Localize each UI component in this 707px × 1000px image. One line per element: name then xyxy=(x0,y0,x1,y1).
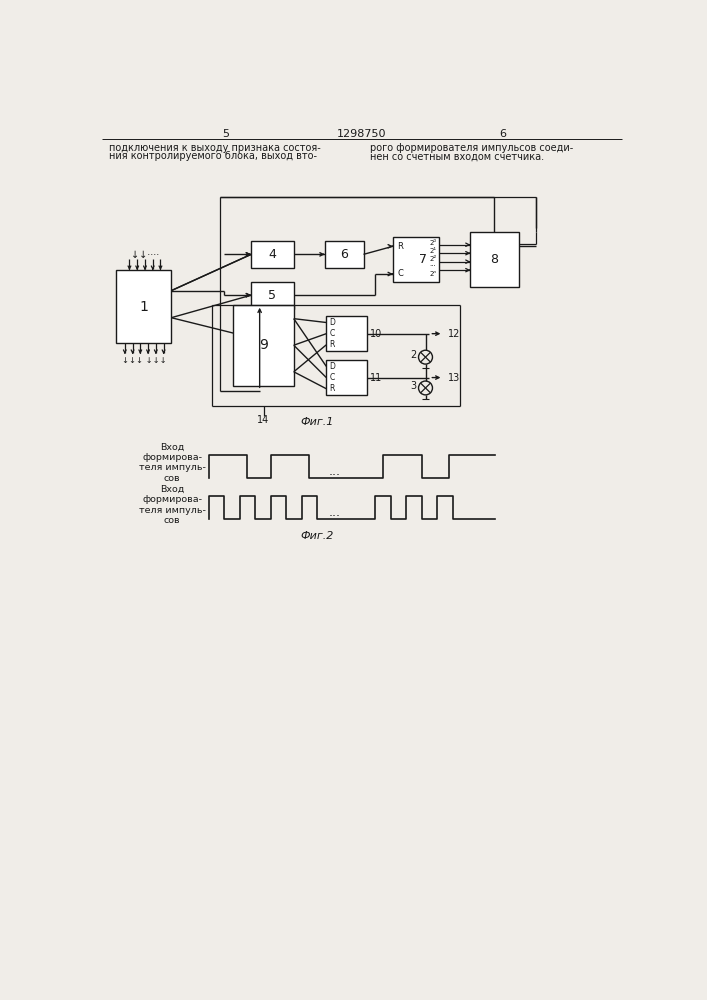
Text: 13: 13 xyxy=(448,373,460,383)
Text: 6: 6 xyxy=(340,248,348,261)
Text: 3: 3 xyxy=(410,381,416,391)
Text: 2¹: 2¹ xyxy=(429,248,436,254)
Text: Вход
формирова-
теля импуль-
сов: Вход формирова- теля импуль- сов xyxy=(139,485,206,525)
Bar xyxy=(470,232,518,287)
Text: 7: 7 xyxy=(419,253,427,266)
Text: ...: ... xyxy=(329,506,341,519)
Text: 11: 11 xyxy=(370,373,382,383)
Text: Вход
формирова-
теля импуль-
сов: Вход формирова- теля импуль- сов xyxy=(139,443,206,483)
Text: 1298750: 1298750 xyxy=(337,129,387,139)
Text: 9: 9 xyxy=(259,338,268,352)
Text: Фиг.1: Фиг.1 xyxy=(300,417,334,427)
Text: C: C xyxy=(329,373,334,382)
Text: 2⁰: 2⁰ xyxy=(429,240,436,246)
Text: ...: ... xyxy=(329,465,341,478)
Text: R: R xyxy=(329,384,335,393)
Text: нен со счетным входом счетчика.: нен со счетным входом счетчика. xyxy=(370,151,544,161)
Text: 10: 10 xyxy=(370,329,382,339)
Bar xyxy=(251,282,293,309)
Text: 5: 5 xyxy=(269,289,276,302)
Text: 2: 2 xyxy=(410,350,416,360)
Text: 8: 8 xyxy=(491,253,498,266)
Text: 14: 14 xyxy=(257,415,269,425)
Text: 1: 1 xyxy=(139,300,148,314)
Text: D: D xyxy=(329,318,335,327)
Text: 12: 12 xyxy=(448,329,460,339)
Text: ↓↓↓ ↓↓↓: ↓↓↓ ↓↓↓ xyxy=(122,356,166,365)
Bar xyxy=(251,241,293,268)
Text: R: R xyxy=(397,242,404,251)
Text: C: C xyxy=(329,329,334,338)
Text: 2²: 2² xyxy=(429,256,436,262)
Text: 6: 6 xyxy=(500,129,506,139)
Text: 2ⁿ: 2ⁿ xyxy=(429,271,436,277)
Text: ния контролируемого блока, выход вто-: ния контролируемого блока, выход вто- xyxy=(109,151,317,161)
Bar xyxy=(115,270,171,343)
Bar xyxy=(325,241,363,268)
Text: C: C xyxy=(397,269,404,278)
Bar xyxy=(233,305,293,386)
Bar xyxy=(327,360,367,395)
Text: 4: 4 xyxy=(269,248,276,261)
Text: ···: ··· xyxy=(430,263,436,269)
Bar xyxy=(393,237,440,282)
Text: D: D xyxy=(329,362,335,371)
Text: подключения к выходу признака состоя-: подключения к выходу признака состоя- xyxy=(109,143,320,153)
Bar xyxy=(327,316,367,351)
Text: ↓↓····: ↓↓···· xyxy=(131,250,159,260)
Text: Фиг.2: Фиг.2 xyxy=(300,531,334,541)
Text: 5: 5 xyxy=(222,129,229,139)
Text: рого формирователя импульсов соеди-: рого формирователя импульсов соеди- xyxy=(370,143,573,153)
Text: R: R xyxy=(329,340,335,349)
